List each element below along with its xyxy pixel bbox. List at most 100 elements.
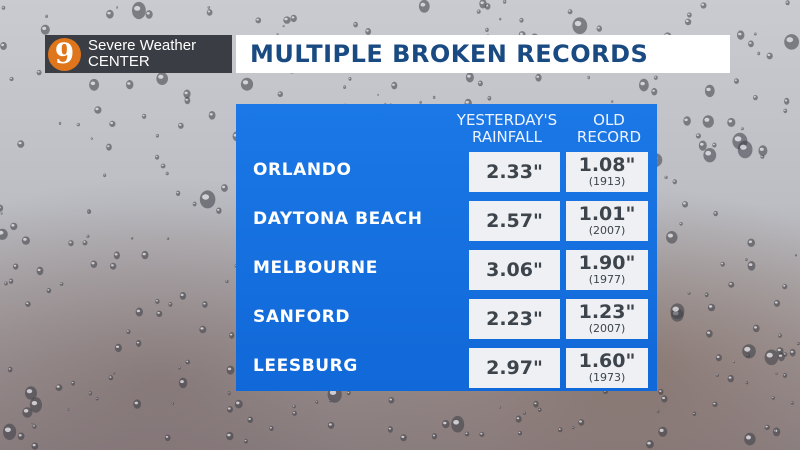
raindrop (1, 5, 6, 10)
raindrop (184, 96, 191, 105)
raindrop (571, 426, 575, 430)
raindrop (36, 266, 44, 276)
raindrop (7, 366, 13, 373)
raindrop (778, 333, 782, 338)
raindrop (703, 148, 717, 163)
raindrop (646, 440, 654, 449)
raindrop (40, 24, 50, 35)
raindrop (784, 97, 790, 105)
raindrop (485, 27, 489, 32)
old-record-value: 1.60" (578, 350, 636, 372)
raindrop (775, 372, 778, 375)
raindrop (86, 234, 90, 238)
raindrop (515, 415, 522, 423)
raindrop (432, 95, 436, 99)
raindrop (168, 302, 173, 307)
raindrop (715, 354, 723, 362)
raindrop (784, 34, 799, 50)
raindrop (499, 406, 502, 409)
raindrop (29, 397, 42, 413)
raindrop (451, 415, 465, 433)
raindrop (87, 208, 90, 212)
raindrop (110, 262, 117, 270)
city-name: DAYTONA BEACH (253, 209, 423, 229)
raindrop (748, 40, 754, 48)
raindrop (109, 120, 116, 127)
raindrop (32, 424, 37, 429)
raindrop (155, 299, 160, 304)
page-title: MULTIPLE BROKEN RECORDS (250, 40, 649, 68)
raindrop (464, 431, 470, 437)
raindrop (715, 373, 720, 377)
city-name: MELBOURNE (253, 258, 378, 278)
table-row: DAYTONA BEACH 2.57" 1.01" (2007) (236, 201, 657, 241)
old-record-cell: 1.01" (2007) (566, 201, 648, 241)
raindrop (523, 411, 526, 415)
old-record-value: 1.23" (578, 301, 636, 323)
raindrop (76, 122, 81, 127)
old-record-cell: 1.08" (1913) (566, 152, 648, 192)
raindrop (247, 416, 254, 423)
raindrop (269, 425, 274, 431)
raindrop (171, 402, 174, 405)
channel-9-badge: 9 (48, 37, 81, 71)
raindrop (499, 17, 502, 21)
table-row: MELBOURNE 3.06" 1.90" (1977) (236, 250, 657, 290)
raindrop (31, 442, 39, 450)
raindrop (202, 301, 208, 308)
raindrop (166, 237, 170, 241)
raindrop (88, 391, 93, 396)
raindrop (664, 175, 668, 179)
raindrop (135, 307, 143, 317)
raindrop (764, 424, 770, 431)
raindrop (206, 9, 213, 16)
raindrop (8, 278, 14, 284)
raindrop (670, 303, 685, 320)
raindrop (0, 228, 8, 240)
logo-line-1: Severe Weather (88, 37, 197, 54)
rainfall-value: 2.33" (469, 152, 560, 192)
raindrop (783, 352, 788, 357)
logo-line-2: CENTER (88, 53, 150, 70)
raindrop (487, 95, 492, 101)
raindrop (740, 127, 744, 131)
raindrop (136, 339, 142, 347)
raindrop (388, 397, 395, 404)
raindrop (737, 30, 745, 40)
rainfall-value: 2.57" (469, 201, 560, 241)
raindrop (476, 9, 481, 14)
table-row: SANFORD 2.23" 1.23" (2007) (236, 299, 657, 339)
raindrop (343, 85, 347, 89)
raindrop (684, 18, 692, 26)
raindrop (113, 251, 120, 260)
raindrop (276, 33, 279, 36)
raindrop (94, 106, 102, 114)
raindrop (365, 28, 372, 35)
raindrop (164, 434, 171, 442)
raindrop (771, 396, 775, 400)
raindrop (315, 400, 319, 404)
raindrop (9, 76, 14, 82)
raindrop (90, 137, 93, 140)
raindrop (772, 427, 781, 437)
raindrop (292, 410, 297, 416)
old-record-year: (1973) (588, 371, 626, 384)
raindrop (71, 380, 75, 386)
city-name: ORLANDO (253, 160, 352, 180)
raindrop (13, 263, 19, 270)
raindrop (0, 42, 7, 50)
old-record-year: (1977) (588, 273, 626, 286)
raindrop (773, 299, 781, 307)
raindrop (282, 24, 285, 28)
raindrop (126, 80, 134, 90)
old-record-cell: 1.23" (2007) (566, 299, 648, 339)
raindrop (178, 366, 181, 370)
rainfall-column-header: YESTERDAY'S RAINFALL (442, 112, 572, 146)
raindrop (68, 240, 74, 247)
raindrop (745, 381, 749, 385)
raindrop (728, 281, 735, 288)
raindrop (31, 422, 34, 425)
raindrop (103, 173, 107, 178)
raindrop (36, 69, 42, 76)
raindrop (682, 201, 689, 208)
